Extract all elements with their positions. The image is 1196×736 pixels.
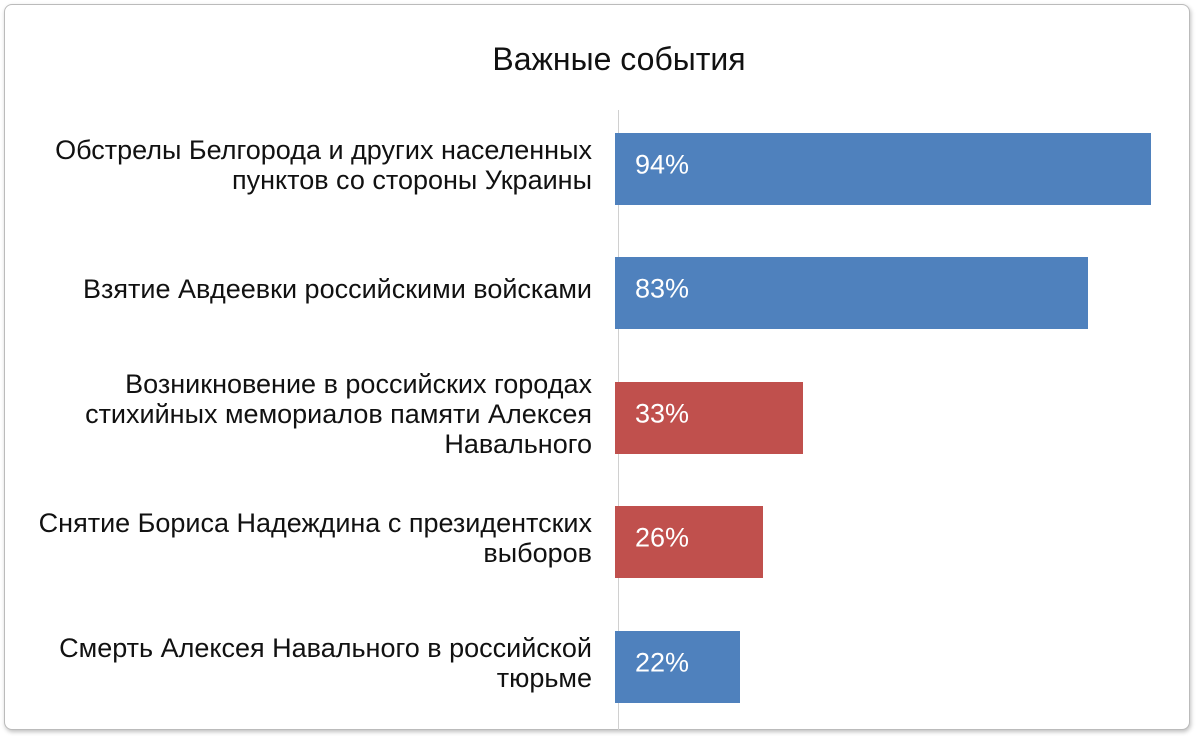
category-label: Снятие Бориса Надеждина с президентских …	[38, 508, 592, 569]
bar	[615, 506, 764, 579]
value-label: 83%	[635, 273, 690, 304]
category-label: Возникновение в российских городах стихи…	[85, 368, 592, 459]
chart-title: Важные события	[492, 41, 746, 77]
value-label: 22%	[635, 647, 690, 678]
category-label: Смерть Алексея Навального в российской т…	[59, 632, 592, 693]
bar	[615, 257, 1089, 330]
value-label: 33%	[635, 398, 690, 429]
bar	[615, 381, 804, 454]
chart-frame: Важные события Обстрелы Белгорода и друг…	[4, 4, 1190, 730]
bar	[615, 630, 741, 703]
category-label: Обстрелы Белгорода и других населенных п…	[55, 135, 592, 195]
value-label: 26%	[635, 522, 690, 553]
bar	[615, 133, 1151, 205]
value-label: 94%	[635, 149, 690, 180]
category-label: Взятие Авдеевки российскими войсками	[83, 274, 592, 305]
